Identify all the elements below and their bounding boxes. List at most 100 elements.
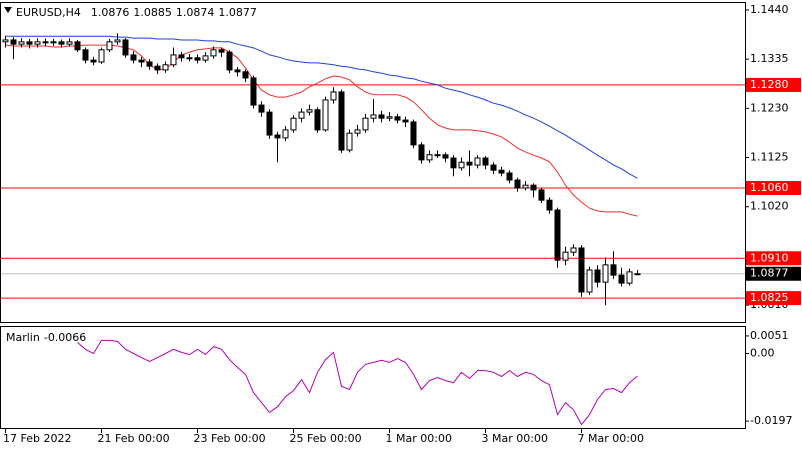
candle-body	[26, 41, 33, 45]
candle-body	[170, 54, 177, 66]
candle-body	[442, 154, 449, 159]
candle-body	[482, 157, 489, 166]
x-tick-label: 25 Feb 00:00	[290, 432, 362, 445]
candle-body	[226, 51, 233, 71]
candle-body	[618, 274, 625, 284]
y-tick-label: 1.1125	[750, 151, 789, 164]
candle-body	[122, 39, 129, 56]
candle-body	[338, 91, 345, 151]
x-tick-label: 1 Mar 00:00	[386, 432, 452, 445]
candle-body	[354, 129, 361, 134]
level-label-box	[746, 181, 801, 196]
indicator-panel-frame	[0, 326, 746, 429]
indicator-y-tick-label: -0.0197	[750, 414, 792, 427]
header-low: 1.0874	[176, 6, 215, 19]
candle-body	[154, 65, 161, 71]
candle-body	[266, 111, 273, 136]
candle-body	[146, 61, 153, 67]
candle-body	[218, 49, 225, 53]
y-tick-label: 1.1020	[750, 200, 789, 213]
candle-body	[546, 199, 553, 211]
moving-average	[5, 35, 638, 179]
candle-body	[306, 109, 313, 113]
symbol: EURUSD,H4	[16, 6, 81, 19]
header-close: 1.0877	[218, 6, 257, 19]
candle-body	[2, 39, 9, 43]
price-label-box	[746, 266, 801, 281]
candle-body	[594, 269, 601, 283]
candle-body	[42, 41, 49, 44]
indicator-label: Marlin -0.0066	[6, 331, 86, 344]
candle-body	[498, 169, 505, 174]
candle-body	[466, 161, 473, 166]
candle-body	[346, 132, 353, 151]
y-tick-label: 1.1440	[750, 3, 789, 16]
candle-body	[578, 247, 585, 293]
candle-body	[114, 39, 121, 43]
level-label: 1.0910	[750, 251, 789, 264]
candle-body	[434, 154, 441, 157]
candle-body	[370, 114, 377, 119]
x-tick-label: 7 Mar 00:00	[578, 432, 644, 445]
candle-body	[458, 161, 465, 169]
candle-body	[554, 209, 561, 261]
price-label: 1.0877	[750, 267, 789, 280]
candle-body	[330, 91, 337, 101]
candle-body	[258, 104, 265, 113]
chart-header: EURUSD,H4 1.0876 1.0885 1.0874 1.0877	[16, 6, 257, 19]
indicator-line	[77, 339, 638, 426]
candle-body	[194, 57, 201, 61]
candle-body	[98, 49, 105, 63]
candle-body	[410, 121, 417, 146]
candle-body	[274, 134, 281, 139]
candle-body	[10, 39, 17, 45]
candle-body	[538, 189, 545, 201]
x-tick-label: 17 Feb 2022	[3, 432, 71, 445]
candle-body	[82, 49, 89, 61]
candle-body	[626, 271, 633, 284]
indicator-y-tick-label: 0.0051	[750, 329, 789, 342]
candle-body	[322, 99, 329, 131]
candle-body	[210, 49, 217, 57]
candle-body	[634, 273, 641, 276]
menu-triangle	[4, 7, 12, 13]
header-open: 1.0876	[91, 6, 130, 19]
candle-body	[586, 269, 593, 293]
candle-body	[378, 114, 385, 119]
candle-body	[74, 41, 81, 51]
indicator-y-tick-label: 0.00	[750, 346, 775, 359]
candle-body	[602, 264, 609, 283]
y-tick-label: 1.1230	[750, 101, 789, 114]
candle-body	[522, 184, 529, 189]
candle-body	[162, 64, 169, 71]
x-tick-label: 23 Feb 00:00	[194, 432, 266, 445]
candle-body	[250, 77, 257, 106]
candle-body	[178, 54, 185, 59]
header-high: 1.0885	[133, 6, 172, 19]
candle-body	[514, 179, 521, 189]
level-label: 1.0825	[750, 291, 789, 304]
candle-body	[106, 41, 113, 51]
candle-body	[66, 41, 73, 45]
x-tick-label: 3 Mar 00:00	[482, 432, 548, 445]
candle-body	[490, 164, 497, 171]
price-panel-frame	[0, 2, 746, 323]
candle-body	[314, 109, 321, 131]
candle-body	[426, 154, 433, 161]
candle-body	[186, 57, 193, 60]
candle-body	[34, 41, 41, 45]
candle-body	[530, 184, 537, 191]
candle-body	[386, 116, 393, 119]
candle-body	[418, 144, 425, 161]
candle-body	[58, 41, 65, 45]
candle-body	[290, 117, 297, 131]
level-label: 1.1280	[750, 78, 789, 91]
candle-body	[234, 69, 241, 73]
indicator-name: Marlin	[6, 331, 40, 344]
candle-body	[18, 41, 25, 45]
level-label-box	[746, 291, 801, 306]
candle-body	[506, 172, 513, 181]
